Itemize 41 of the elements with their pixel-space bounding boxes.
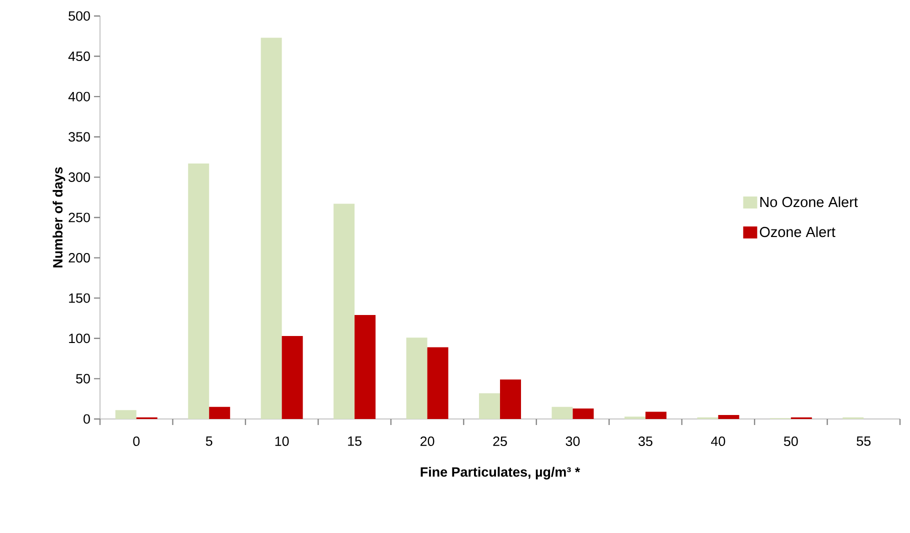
y-tick-label: 500 xyxy=(68,11,90,21)
x-tick-label: 50 xyxy=(784,436,798,446)
x-tick-label: 10 xyxy=(275,436,289,446)
y-tick-label: 150 xyxy=(69,293,90,303)
x-tick-label: 30 xyxy=(566,436,580,446)
bar xyxy=(282,336,303,419)
legend-label: Ozone Alert xyxy=(760,226,836,238)
bar xyxy=(645,412,666,419)
x-tick-label: 15 xyxy=(348,436,362,446)
y-tick-label: 100 xyxy=(69,334,90,344)
bar xyxy=(406,338,428,419)
bar xyxy=(260,38,282,419)
bar xyxy=(572,408,594,419)
y-axis-title: Number of days xyxy=(52,167,66,268)
bar xyxy=(552,406,573,419)
bar xyxy=(188,163,210,419)
y-tick-label: 50 xyxy=(76,374,90,384)
bar xyxy=(334,204,355,419)
x-axis-title: Fine Particulates, µg/m³ * xyxy=(420,466,580,480)
x-tick-label: 5 xyxy=(206,436,212,446)
x-tick-label: 55 xyxy=(856,436,871,446)
y-tick-label: 250 xyxy=(68,212,90,222)
x-tick-label: 35 xyxy=(638,436,652,446)
bar xyxy=(500,379,522,419)
bar xyxy=(115,410,136,419)
y-tick-label: 350 xyxy=(68,132,90,142)
bar xyxy=(209,406,230,419)
bar xyxy=(427,347,448,419)
y-tick-label: 300 xyxy=(68,172,90,182)
bar xyxy=(718,414,740,419)
x-tick-label: 40 xyxy=(711,436,726,446)
bar xyxy=(479,393,500,419)
y-tick-label: 400 xyxy=(68,92,90,102)
x-tick-label: 20 xyxy=(420,436,434,446)
y-tick-label: 0 xyxy=(84,414,90,424)
x-tick-label: 25 xyxy=(493,436,507,446)
y-tick-label: 200 xyxy=(68,253,90,263)
x-tick-label: 0 xyxy=(133,436,140,446)
legend-label: No Ozone Alert xyxy=(760,196,858,208)
bar xyxy=(354,315,376,419)
y-tick-label: 450 xyxy=(68,52,90,62)
